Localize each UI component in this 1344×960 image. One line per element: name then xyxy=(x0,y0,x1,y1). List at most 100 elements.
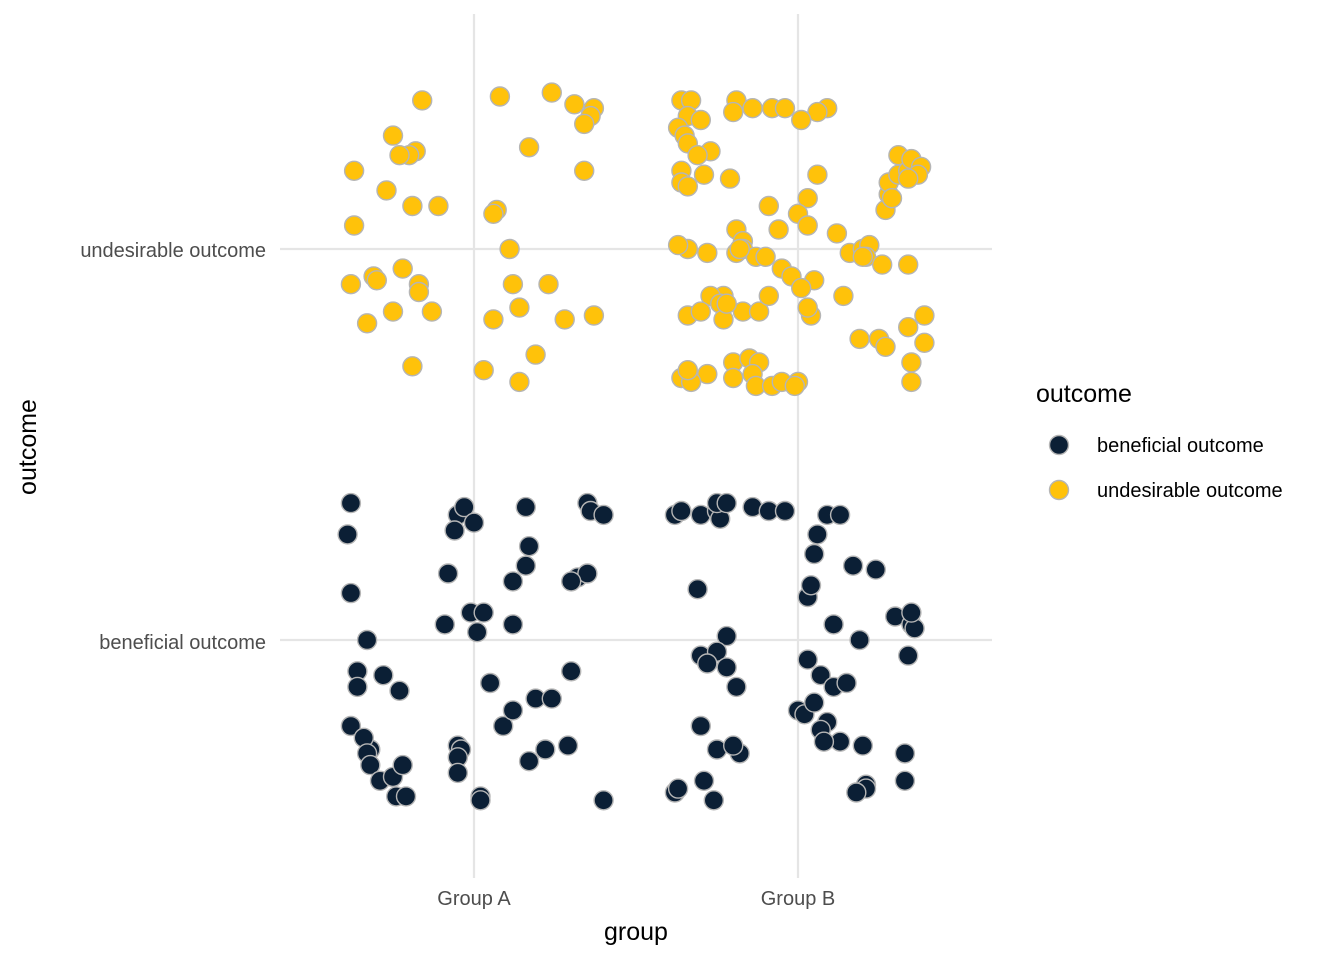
point-undesirable-112 xyxy=(872,254,893,275)
point-beneficial-30 xyxy=(447,762,468,784)
point-undesirable-36 xyxy=(583,305,605,326)
point-beneficial-80 xyxy=(804,543,825,565)
point-beneficial-97 xyxy=(836,672,857,694)
point-beneficial-78 xyxy=(774,500,796,522)
point-beneficial-60 xyxy=(716,492,737,514)
x-axis-title: group xyxy=(604,918,668,946)
point-undesirable-114 xyxy=(914,305,935,326)
point-undesirable-39 xyxy=(509,371,530,393)
point-beneficial-66 xyxy=(716,657,737,678)
point-beneficial-88 xyxy=(810,665,831,686)
point-undesirable-56 xyxy=(677,176,698,197)
point-beneficial-11 xyxy=(373,665,394,686)
point-beneficial-33 xyxy=(480,672,501,694)
point-undesirable-58 xyxy=(774,97,796,119)
point-undesirable-116 xyxy=(914,332,935,353)
point-undesirable-37 xyxy=(525,344,546,365)
point-undesirable-107 xyxy=(748,301,770,322)
point-beneficial-75 xyxy=(723,735,744,756)
point-undesirable-44 xyxy=(742,97,763,119)
point-undesirable-53 xyxy=(693,164,715,185)
point-undesirable-64 xyxy=(758,195,779,217)
point-beneficial-98 xyxy=(865,559,886,580)
point-beneficial-35 xyxy=(502,700,524,721)
point-beneficial-49 xyxy=(557,735,579,756)
point-undesirable-73 xyxy=(755,246,776,267)
point-undesirable-63 xyxy=(797,187,818,209)
point-beneficial-10 xyxy=(360,754,381,776)
point-beneficial-91 xyxy=(804,692,825,713)
point-undesirable-20 xyxy=(541,82,562,103)
point-undesirable-25 xyxy=(518,137,540,158)
point-undesirable-132 xyxy=(901,352,922,373)
point-beneficial-0 xyxy=(340,492,362,514)
point-beneficial-104 xyxy=(852,735,873,756)
point-undesirable-119 xyxy=(875,336,896,357)
point-beneficial-52 xyxy=(593,504,614,526)
point-undesirable-29 xyxy=(483,203,504,225)
point-beneficial-68 xyxy=(726,676,747,698)
point-undesirable-24 xyxy=(574,113,595,135)
point-beneficial-47 xyxy=(561,571,582,592)
point-undesirable-60 xyxy=(807,101,828,123)
point-beneficial-107 xyxy=(846,782,867,803)
point-beneficial-53 xyxy=(593,790,614,811)
point-beneficial-72 xyxy=(667,778,689,799)
point-undesirable-9 xyxy=(340,274,362,295)
point-undesirable-61 xyxy=(791,109,812,131)
point-beneficial-32 xyxy=(470,790,491,811)
point-beneficial-102 xyxy=(898,645,919,666)
point-beneficial-34 xyxy=(493,715,514,737)
point-beneficial-87 xyxy=(797,649,818,670)
point-beneficial-21 xyxy=(444,520,465,541)
point-beneficial-12 xyxy=(389,680,410,701)
point-undesirable-16 xyxy=(421,301,443,322)
point-beneficial-25 xyxy=(434,614,455,635)
legend-key-undesirable xyxy=(1048,479,1070,501)
point-beneficial-48 xyxy=(561,661,582,682)
point-beneficial-62 xyxy=(687,579,708,600)
point-undesirable-93 xyxy=(898,168,919,189)
point-undesirable-106 xyxy=(716,293,737,314)
legend-label-beneficial: beneficial outcome xyxy=(1097,435,1264,457)
point-beneficial-39 xyxy=(502,571,524,592)
point-beneficial-36 xyxy=(515,496,536,518)
point-undesirable-111 xyxy=(833,285,854,307)
point-undesirable-26 xyxy=(574,160,595,182)
point-undesirable-75 xyxy=(729,238,750,260)
point-beneficial-3 xyxy=(356,629,378,651)
legend-key-beneficial xyxy=(1048,434,1070,456)
point-undesirable-71 xyxy=(667,234,689,256)
point-beneficial-5 xyxy=(347,676,368,698)
point-undesirable-33 xyxy=(509,297,530,318)
point-beneficial-55 xyxy=(671,500,692,522)
y-tick-label-beneficial: beneficial outcome xyxy=(99,632,266,654)
point-beneficial-38 xyxy=(515,555,536,576)
point-undesirable-66 xyxy=(768,219,789,240)
point-undesirable-124 xyxy=(723,367,744,389)
point-beneficial-110 xyxy=(901,602,922,623)
point-beneficial-64 xyxy=(716,625,737,647)
point-undesirable-27 xyxy=(428,195,449,217)
x-tick-label-group-b: Group B xyxy=(761,888,835,910)
point-beneficial-17 xyxy=(395,786,417,807)
point-undesirable-74 xyxy=(697,242,718,264)
point-undesirable-15 xyxy=(382,301,404,322)
point-undesirable-133 xyxy=(901,371,922,393)
point-beneficial-26 xyxy=(467,622,488,643)
point-undesirable-94 xyxy=(881,187,903,209)
point-beneficial-42 xyxy=(541,688,562,709)
point-beneficial-43 xyxy=(535,739,556,760)
point-undesirable-5 xyxy=(343,160,365,182)
point-undesirable-110 xyxy=(797,297,818,318)
point-undesirable-78 xyxy=(826,223,848,244)
legend-label-undesirable: undesirable outcome xyxy=(1097,480,1283,502)
point-undesirable-108 xyxy=(758,285,779,307)
point-beneficial-69 xyxy=(690,715,711,737)
point-undesirable-30 xyxy=(499,238,520,260)
point-beneficial-22 xyxy=(437,563,459,584)
point-undesirable-54 xyxy=(719,168,741,189)
point-beneficial-19 xyxy=(454,496,475,518)
point-beneficial-108 xyxy=(894,770,916,791)
